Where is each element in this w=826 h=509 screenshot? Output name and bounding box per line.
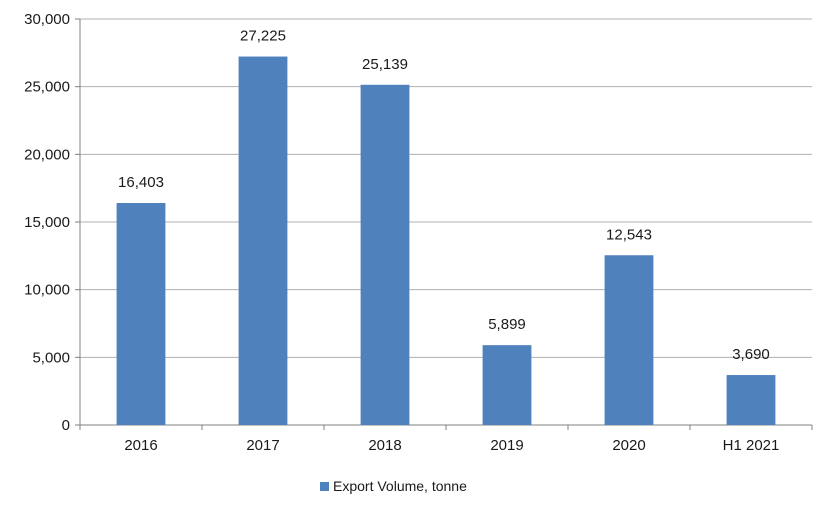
axes: [75, 18, 813, 430]
y-tick-label: 10,000: [24, 282, 70, 299]
bar: [604, 255, 654, 425]
legend-swatch: [320, 482, 329, 491]
data-label: 16,403: [118, 174, 164, 191]
legend: Export Volume, tonne: [320, 478, 467, 494]
gridlines: [80, 18, 812, 358]
y-tick-label: 25,000: [24, 79, 70, 96]
x-tick-label: 2019: [490, 437, 523, 454]
x-tick-label: 2017: [246, 437, 279, 454]
bar: [116, 203, 166, 425]
bar: [238, 56, 288, 426]
data-label: 3,690: [732, 346, 770, 363]
y-tick-label: 0: [62, 417, 70, 434]
data-label: 27,225: [240, 28, 286, 45]
bars: [116, 56, 776, 426]
x-tick-label: 2018: [368, 437, 401, 454]
x-tick-label: 2020: [612, 437, 645, 454]
y-tick-label: 20,000: [24, 146, 70, 163]
bar: [726, 375, 776, 425]
x-tick-label: 2016: [124, 437, 157, 454]
y-tick-label: 30,000: [24, 11, 70, 28]
bar: [482, 345, 532, 425]
y-tick-label: 15,000: [24, 214, 70, 231]
data-label: 12,543: [606, 226, 652, 243]
data-label: 5,899: [488, 316, 526, 333]
x-tick-label: H1 2021: [723, 437, 780, 454]
labels: 0 5,000 10,000 15,000 20,000 25,000 30,000 16,4…: [24, 11, 779, 454]
legend-label: Export Volume, tonne: [333, 478, 467, 494]
data-label: 25,139: [362, 56, 408, 73]
bar: [360, 84, 410, 426]
y-tick-label: 5,000: [32, 349, 70, 366]
